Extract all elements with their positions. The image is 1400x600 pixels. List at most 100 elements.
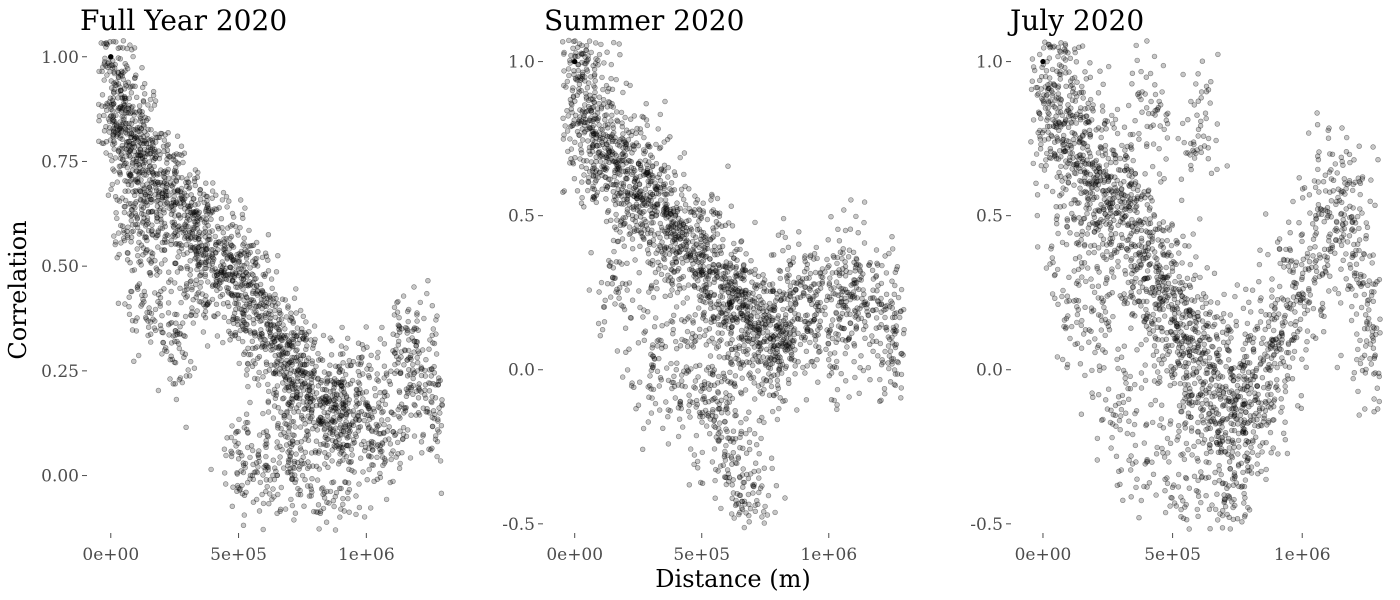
data-point bbox=[218, 271, 225, 277]
data-point bbox=[711, 340, 717, 346]
data-point bbox=[195, 221, 201, 228]
data-point bbox=[670, 379, 677, 386]
data-point bbox=[232, 292, 238, 298]
data-point bbox=[673, 259, 680, 265]
data-point bbox=[709, 363, 715, 370]
data-point bbox=[288, 395, 295, 402]
data-point bbox=[834, 406, 840, 413]
data-point bbox=[343, 412, 350, 418]
data-point bbox=[110, 141, 116, 148]
data-point bbox=[324, 436, 330, 442]
data-point bbox=[244, 260, 250, 267]
data-point bbox=[891, 291, 897, 297]
data-point bbox=[738, 419, 744, 426]
data-point bbox=[197, 190, 203, 197]
data-point bbox=[129, 140, 135, 147]
data-point bbox=[630, 216, 636, 223]
data-point bbox=[408, 386, 414, 393]
data-point bbox=[743, 251, 749, 257]
data-point bbox=[113, 82, 119, 88]
data-point bbox=[277, 454, 283, 460]
data-point bbox=[258, 336, 264, 342]
data-point bbox=[135, 143, 142, 149]
data-point bbox=[718, 378, 725, 385]
data-point bbox=[257, 302, 263, 308]
data-point bbox=[371, 408, 378, 415]
data-point bbox=[254, 496, 260, 503]
data-point bbox=[173, 396, 180, 403]
data-point bbox=[141, 299, 147, 305]
data-point bbox=[130, 53, 136, 60]
data-point bbox=[195, 201, 201, 207]
data-point bbox=[214, 223, 221, 230]
data-point bbox=[808, 359, 814, 365]
data-point bbox=[682, 208, 688, 214]
data-point bbox=[699, 249, 705, 256]
self-correlation-point bbox=[108, 54, 114, 60]
data-point bbox=[397, 329, 403, 335]
data-point bbox=[335, 364, 341, 370]
data-point bbox=[226, 198, 232, 204]
data-point bbox=[420, 433, 426, 439]
data-point bbox=[602, 164, 608, 171]
data-point bbox=[672, 395, 678, 401]
data-point bbox=[429, 423, 436, 430]
data-point bbox=[438, 423, 445, 429]
data-point bbox=[386, 436, 392, 442]
data-point bbox=[828, 370, 835, 376]
data-point bbox=[142, 91, 148, 97]
data-point bbox=[395, 298, 401, 305]
data-point bbox=[825, 264, 831, 271]
data-point bbox=[565, 66, 572, 72]
data-point bbox=[205, 301, 211, 307]
data-point bbox=[854, 295, 860, 301]
data-point bbox=[369, 428, 375, 435]
data-point bbox=[233, 284, 239, 290]
data-point bbox=[266, 367, 272, 373]
data-point bbox=[140, 162, 147, 168]
data-point bbox=[295, 378, 301, 384]
data-point bbox=[711, 262, 717, 268]
data-point bbox=[111, 100, 117, 107]
data-point bbox=[882, 391, 888, 397]
data-point bbox=[622, 114, 628, 121]
data-point bbox=[142, 250, 149, 256]
data-point bbox=[336, 445, 342, 452]
data-point bbox=[784, 273, 790, 279]
data-point bbox=[145, 115, 151, 122]
data-point bbox=[694, 197, 701, 203]
data-point bbox=[250, 297, 256, 303]
data-point bbox=[719, 294, 726, 300]
data-point bbox=[111, 70, 118, 77]
data-point bbox=[887, 348, 894, 354]
data-point bbox=[345, 495, 351, 502]
data-point bbox=[690, 320, 696, 326]
data-point bbox=[831, 285, 837, 291]
data-point bbox=[203, 193, 209, 200]
data-point bbox=[119, 145, 125, 152]
data-point bbox=[309, 360, 315, 367]
y-tick-label: 0.50 bbox=[41, 257, 79, 277]
data-point bbox=[290, 336, 296, 343]
data-point bbox=[274, 444, 280, 451]
data-point bbox=[170, 153, 177, 160]
data-point bbox=[707, 370, 713, 377]
data-point bbox=[286, 423, 292, 429]
data-point bbox=[152, 149, 158, 155]
data-point bbox=[122, 110, 129, 116]
data-point bbox=[769, 408, 776, 415]
data-point bbox=[130, 157, 137, 163]
data-point bbox=[325, 371, 331, 377]
data-point bbox=[831, 350, 838, 356]
data-point bbox=[260, 374, 266, 380]
data-point bbox=[590, 165, 596, 172]
data-point bbox=[337, 369, 343, 375]
data-point bbox=[213, 192, 219, 198]
data-point bbox=[121, 209, 128, 216]
data-point bbox=[124, 109, 130, 116]
data-point bbox=[187, 229, 193, 236]
data-point bbox=[148, 106, 154, 112]
data-point bbox=[240, 310, 247, 316]
data-point bbox=[640, 314, 646, 320]
data-point bbox=[158, 288, 164, 294]
